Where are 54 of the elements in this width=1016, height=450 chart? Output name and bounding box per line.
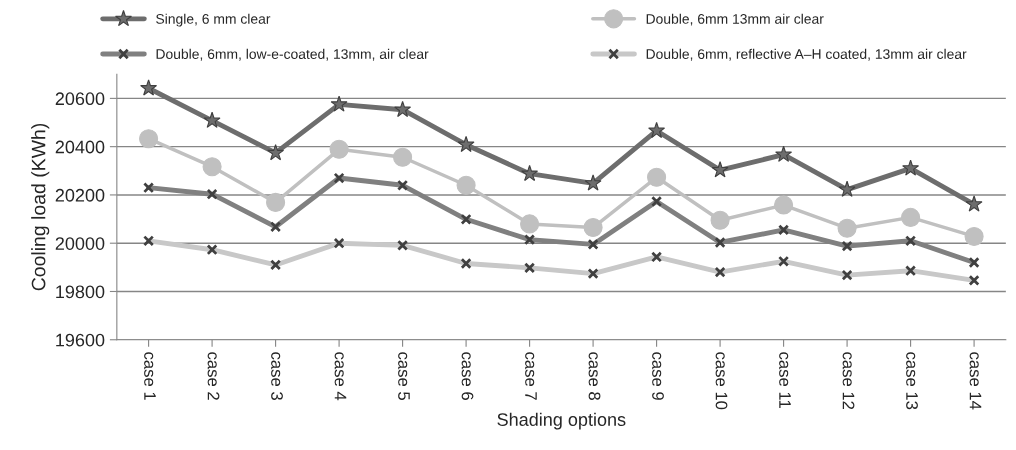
point [521,164,539,181]
x-axis-title: Shading options [497,412,626,430]
point [902,159,920,176]
point [457,135,475,153]
legend-label: Single, 6 mm clear [156,13,271,27]
point [456,175,476,195]
point [266,192,286,212]
point [965,195,983,212]
legend-label: Double, 6mm, reflective A–H coated, 13mm air clear [646,48,967,61]
x-tick-label: case 14 [969,352,982,410]
point [330,95,348,112]
legend-label: Double, 6mm, low-e-coated, 13mm, air clear [156,48,429,61]
x-tick-label: case 3 [271,352,283,400]
y-tick-label: 20600 [55,92,105,106]
point [140,79,158,96]
y-tick-label: 20000 [55,237,105,250]
point [838,180,856,197]
point [520,214,540,234]
point [711,161,729,178]
point [267,144,285,161]
y-tick-label: 19800 [56,285,105,299]
x-tick-label: case 11 [779,352,791,408]
point [139,129,159,149]
x-tick-label: case 1 [144,352,156,400]
x-tick-label: case 9 [652,352,664,400]
point [647,167,667,187]
point [964,226,984,246]
point [203,111,221,128]
x-tick-label: case 7 [525,352,537,400]
y-tick-label: 19600 [56,333,105,347]
y-tick-label: 20400 [55,140,105,154]
point [394,100,412,118]
point [901,207,921,227]
point [837,218,857,238]
y-axis-title: Cooling load (KWh) [31,123,50,291]
point [393,147,413,167]
x-tick-label: case 12 [842,352,855,410]
x-tick-label: case 8 [588,352,601,400]
point [329,139,349,159]
point [583,217,603,238]
x-tick-label: case 10 [715,352,728,410]
y-tick-label: 20200 [55,188,105,202]
point [775,145,793,162]
point [648,121,666,139]
point [774,195,794,215]
x-tick-label: case 2 [207,352,220,400]
point [584,174,602,191]
x-tick-label: case 4 [334,352,347,401]
point [202,157,222,177]
x-tick-label: case 13 [906,352,918,410]
x-tick-label: case 5 [398,352,410,400]
legend-label: Double, 6mm 13mm air clear [646,13,824,26]
x-tick-label: case 6 [461,352,474,400]
point [710,210,730,230]
